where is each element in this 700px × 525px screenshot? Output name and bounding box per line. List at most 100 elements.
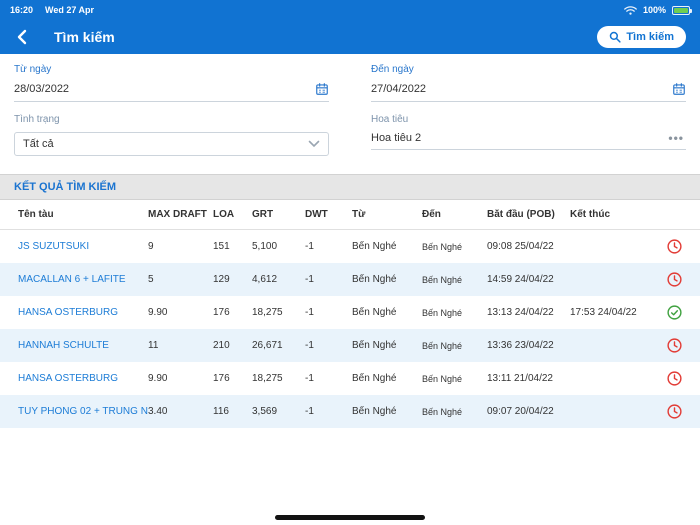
to-value: Bến Nghé <box>422 340 463 351</box>
col-from: Từ <box>352 209 366 220</box>
col-end: Kết thúc <box>570 209 610 220</box>
max-draft-value: 3.40 <box>148 406 168 417</box>
dwt-value: -1 <box>305 406 314 417</box>
ship-name-link[interactable]: JS SUZUTSUKI <box>18 241 90 252</box>
grt-value: 18,275 <box>252 373 283 384</box>
grt-value: 4,612 <box>252 274 278 285</box>
max-draft-value: 11 <box>148 340 159 351</box>
to-date-label: Đến ngày <box>371 64 414 75</box>
home-indicator[interactable] <box>275 515 425 520</box>
start-value: 13:36 23/04/22 <box>487 340 554 351</box>
calendar-icon <box>673 83 685 95</box>
to-value: Bến Nghé <box>422 241 463 252</box>
status-field: Tình trạng Tất cả <box>14 114 329 156</box>
col-to: Đến <box>422 209 441 220</box>
pilot-field: Hoa tiêu Hoa tiêu 2 ••• <box>371 114 686 156</box>
loa-value: 151 <box>213 241 230 252</box>
ship-name-link[interactable]: TUY PHONG 02 + TRUNG NA... <box>18 406 148 417</box>
to-value: Bến Nghé <box>422 406 463 417</box>
status-select[interactable]: Tất cả <box>14 132 329 156</box>
table-body: JS SUZUTSUKI 9 151 5,100 -1 Bến Nghé Bến… <box>0 230 700 428</box>
pending-clock-icon <box>666 272 682 287</box>
status-select-value: Tất cả <box>23 138 54 150</box>
from-date-field: Từ ngày 28/03/2022 <box>14 64 329 102</box>
clock-time: 16:20 <box>10 5 34 15</box>
from-value: Bến Nghé <box>352 274 397 285</box>
start-value: 09:08 25/04/22 <box>487 241 554 252</box>
table-header-row: Tên tàu MAX DRAFT LOA GRT DWT Từ Đến Bắt… <box>0 200 700 230</box>
status-date: Wed 27 Apr <box>45 5 95 15</box>
from-date-picker-button[interactable] <box>315 82 329 96</box>
pilot-label: Hoa tiêu <box>371 114 409 125</box>
to-value: Bến Nghé <box>422 307 463 318</box>
chevron-down-icon <box>308 140 320 148</box>
dwt-value: -1 <box>305 340 314 351</box>
from-value: Bến Nghé <box>352 241 397 252</box>
status-cell <box>648 271 700 288</box>
col-loa: LOA <box>213 209 235 220</box>
to-date-input[interactable]: 27/04/2022 <box>371 82 686 102</box>
loa-value: 176 <box>213 307 230 318</box>
ship-name-link[interactable]: HANNAH SCHULTE <box>18 340 109 351</box>
start-value: 13:11 21/04/22 <box>487 373 553 384</box>
col-dwt: DWT <box>305 209 328 220</box>
ship-name-link[interactable]: MACALLAN 6 + LAFITE <box>18 274 126 285</box>
grt-value: 5,100 <box>252 241 278 252</box>
pilot-more-button[interactable]: ••• <box>666 131 686 145</box>
ship-name-link[interactable]: HANSA OSTERBURG <box>18 373 119 384</box>
table-row[interactable]: HANSA OSTERBURG 9.90 176 18,275 -1 Bến N… <box>0 362 700 395</box>
nav-bar: Tìm kiếm Tìm kiếm <box>0 20 700 54</box>
start-value: 14:59 24/04/22 <box>487 274 554 285</box>
search-form: Từ ngày 28/03/2022 Đến ngày 27/04/2022 <box>0 54 700 174</box>
search-button[interactable]: Tìm kiếm <box>597 26 686 48</box>
pending-clock-icon <box>666 338 682 353</box>
dwt-value: -1 <box>305 241 314 252</box>
from-value: Bến Nghé <box>352 406 397 417</box>
max-draft-value: 9.90 <box>148 307 168 318</box>
table-row[interactable]: MACALLAN 6 + LAFITE 5 129 4,612 -1 Bến N… <box>0 263 700 296</box>
pilot-input[interactable]: Hoa tiêu 2 ••• <box>371 132 686 150</box>
pending-clock-icon <box>666 239 682 254</box>
col-ship-name: Tên tàu <box>18 209 54 220</box>
loa-value: 210 <box>213 340 230 351</box>
max-draft-value: 9 <box>148 241 154 252</box>
grt-value: 26,671 <box>252 340 283 351</box>
to-date-field: Đến ngày 27/04/2022 <box>371 64 686 102</box>
status-cell <box>648 238 700 255</box>
table-row[interactable]: HANNAH SCHULTE 11 210 26,671 -1 Bến Nghé… <box>0 329 700 362</box>
to-date-picker-button[interactable] <box>672 82 686 96</box>
search-button-label: Tìm kiếm <box>626 31 674 43</box>
from-date-input[interactable]: 28/03/2022 <box>14 82 329 102</box>
to-value: Bến Nghé <box>422 274 463 285</box>
col-start: Bắt đầu (POB) <box>487 209 555 220</box>
table-row[interactable]: JS SUZUTSUKI 9 151 5,100 -1 Bến Nghé Bến… <box>0 230 700 263</box>
ellipsis-icon: ••• <box>668 131 684 145</box>
table-row[interactable]: HANSA OSTERBURG 9.90 176 18,275 -1 Bến N… <box>0 296 700 329</box>
start-value: 09:07 20/04/22 <box>487 406 554 417</box>
from-value: Bến Nghé <box>352 340 397 351</box>
max-draft-value: 5 <box>148 274 154 285</box>
battery-percent: 100% <box>642 5 666 15</box>
status-cell <box>648 370 700 387</box>
from-value: Bến Nghé <box>352 373 397 384</box>
results-section-title: KẾT QUẢ TÌM KIẾM <box>0 174 700 200</box>
col-grt: GRT <box>252 209 274 220</box>
status-label: Tình trạng <box>14 114 60 125</box>
from-value: Bến Nghé <box>352 307 397 318</box>
back-button[interactable] <box>14 28 30 46</box>
loa-value: 176 <box>213 373 230 384</box>
dwt-value: -1 <box>305 373 314 384</box>
calendar-icon <box>316 83 328 95</box>
status-cell <box>648 304 700 321</box>
dwt-value: -1 <box>305 274 314 285</box>
status-bar: 16:20 Wed 27 Apr 100% <box>0 0 700 20</box>
chevron-left-icon <box>17 29 27 45</box>
ship-name-link[interactable]: HANSA OSTERBURG <box>18 307 119 318</box>
wifi-icon <box>624 5 637 16</box>
max-draft-value: 9.90 <box>148 373 168 384</box>
table-row[interactable]: TUY PHONG 02 + TRUNG NA... 3.40 116 3,56… <box>0 395 700 428</box>
pending-clock-icon <box>666 404 682 419</box>
battery-icon <box>672 5 692 15</box>
grt-value: 18,275 <box>252 307 283 318</box>
